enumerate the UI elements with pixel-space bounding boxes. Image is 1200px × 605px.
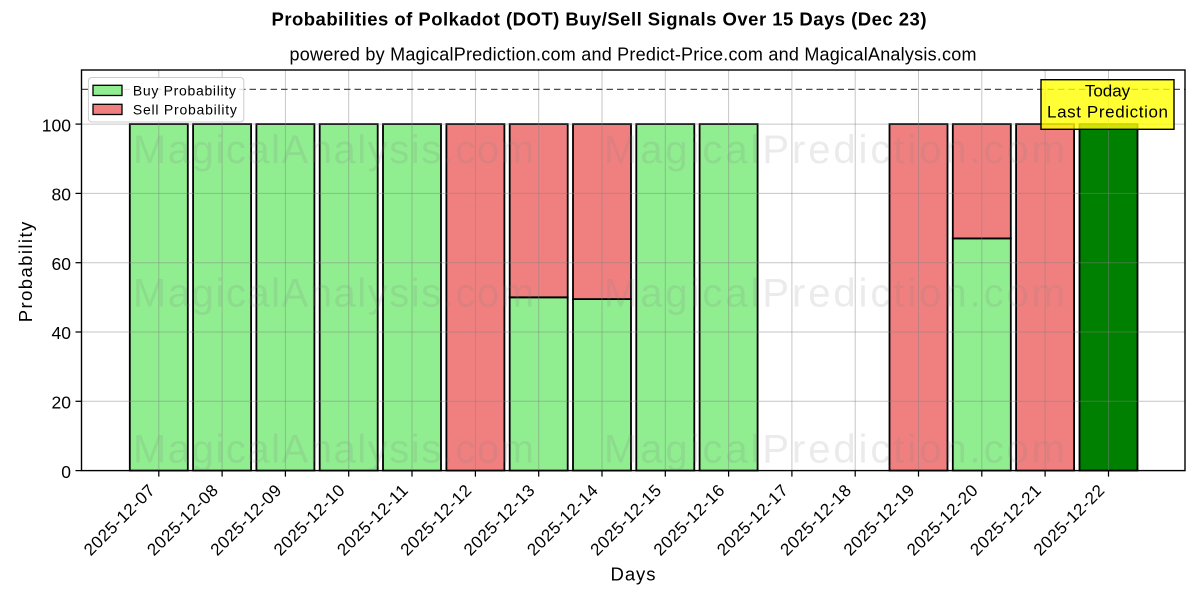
svg-text:MagicalPrediction.com: MagicalPrediction.com [604, 272, 1065, 316]
svg-text:MagicalAnalysis.com: MagicalAnalysis.com [133, 272, 534, 316]
svg-text:Today: Today [1085, 82, 1131, 101]
svg-text:MagicalPrediction.com: MagicalPrediction.com [604, 428, 1065, 472]
svg-text:Last Prediction: Last Prediction [1047, 103, 1168, 122]
svg-text:20: 20 [52, 393, 72, 413]
svg-text:80: 80 [52, 185, 72, 205]
svg-text:MagicalAnalysis.com: MagicalAnalysis.com [133, 428, 534, 472]
svg-text:40: 40 [52, 323, 72, 343]
svg-text:Sell Probability: Sell Probability [133, 102, 237, 118]
svg-text:Probability: Probability [15, 221, 36, 322]
svg-text:Buy Probability: Buy Probability [133, 83, 236, 99]
svg-text:100: 100 [42, 115, 71, 135]
svg-text:60: 60 [52, 254, 72, 274]
svg-text:Days: Days [611, 564, 656, 585]
svg-text:MagicalAnalysis.com: MagicalAnalysis.com [133, 128, 534, 172]
svg-text:powered by MagicalPrediction.c: powered by MagicalPrediction.com and Pre… [290, 45, 977, 65]
svg-text:Probabilities of Polkadot (DOT: Probabilities of Polkadot (DOT) Buy/Sell… [272, 9, 927, 30]
svg-text:0: 0 [61, 462, 71, 482]
svg-text:MagicalPrediction.com: MagicalPrediction.com [604, 128, 1065, 172]
